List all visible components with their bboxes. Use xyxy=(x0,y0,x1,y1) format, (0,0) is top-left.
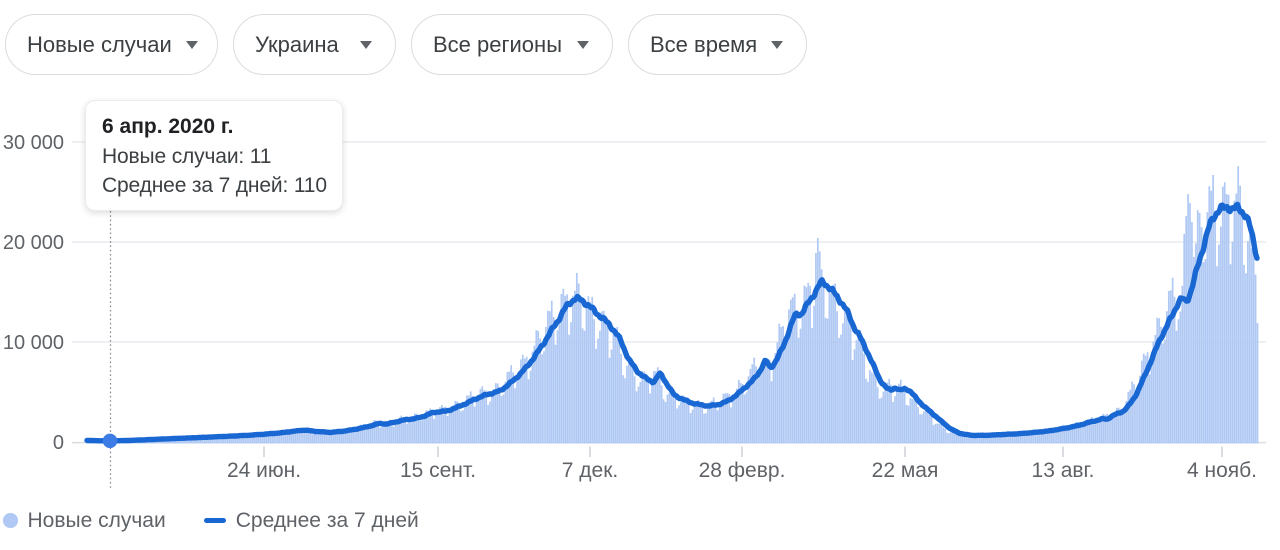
svg-text:10 000: 10 000 xyxy=(3,332,64,354)
svg-text:28 февр.: 28 февр. xyxy=(699,459,786,482)
svg-text:4 нояб.: 4 нояб. xyxy=(1187,459,1257,482)
svg-text:24 июн.: 24 июн. xyxy=(227,459,301,482)
svg-text:13 авг.: 13 авг. xyxy=(1032,459,1095,482)
svg-text:20 000: 20 000 xyxy=(3,232,64,254)
svg-text:0: 0 xyxy=(53,432,64,454)
svg-text:22 мая: 22 мая xyxy=(872,459,939,482)
svg-text:7 дек.: 7 дек. xyxy=(562,459,618,482)
svg-text:30 000: 30 000 xyxy=(3,132,64,154)
svg-text:15 сент.: 15 сент. xyxy=(400,459,476,482)
